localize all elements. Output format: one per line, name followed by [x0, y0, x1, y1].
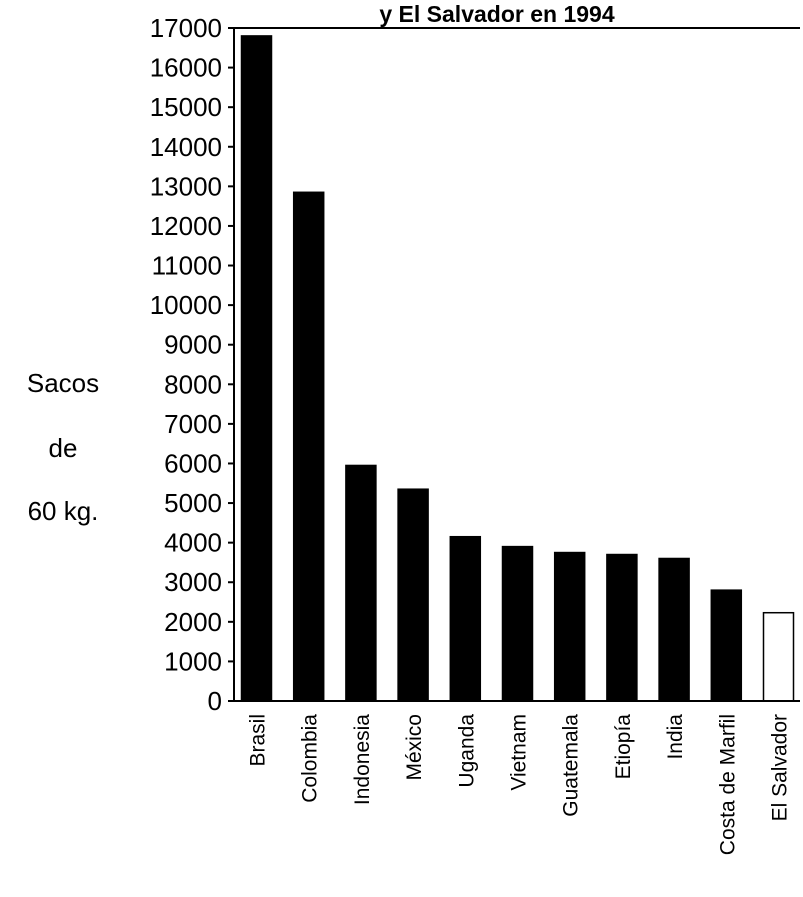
bar-etiopía [606, 553, 638, 702]
bar-costa-de-marfil [710, 589, 743, 702]
y-tick-label: 8000 [164, 369, 222, 399]
x-axis-categories: Brasil Colombia Indonesia México Uganda Vietn… [247, 714, 792, 856]
x-category-label: Guatemala [560, 714, 583, 817]
x-category-label: Brasil [247, 714, 270, 767]
bar-indonesia [345, 464, 377, 702]
x-category-label: Costa de Marfil [716, 714, 739, 855]
x-category-label: El Salvador [769, 714, 792, 821]
y-tick-label: 7000 [164, 409, 222, 439]
bar-colombia [292, 191, 325, 702]
y-tick-label: 10000 [150, 290, 222, 320]
y-axis-label-line: de [49, 433, 78, 463]
axes [233, 27, 800, 702]
bar-uganda [449, 535, 482, 702]
x-category-label: Indonesia [351, 714, 374, 805]
y-tick-label: 17000 [150, 13, 222, 43]
x-category-label: Etiopía [612, 714, 635, 780]
bar-brasil [240, 35, 273, 702]
y-tick-label: 0 [208, 686, 222, 716]
y-tick-label: 14000 [150, 132, 222, 162]
y-axis-label-line: Sacos [27, 368, 99, 398]
y-tick-label: 9000 [164, 330, 222, 360]
x-category-label: Colombia [299, 714, 322, 803]
y-tick-label: 1000 [164, 646, 222, 676]
x-category-label: México [403, 714, 426, 781]
y-axis-label-line: 60 kg. [28, 496, 99, 526]
y-tick-label: 3000 [164, 567, 222, 597]
bar-méxico [397, 488, 429, 702]
bar-el-salvador [762, 611, 795, 702]
y-tick-label: 6000 [164, 448, 222, 478]
y-tick-label: 16000 [150, 53, 222, 83]
y-tick-label: 12000 [150, 211, 222, 241]
bar-vietnam [501, 545, 534, 702]
y-tick-label: 11000 [152, 251, 222, 281]
x-category-label: India [664, 714, 687, 760]
y-tick-label: 15000 [150, 92, 222, 122]
y-tick-label: 2000 [164, 607, 222, 637]
chart-title: y El Salvador en 1994 [379, 1, 614, 27]
bar-guatemala [553, 551, 586, 702]
y-axis-ticks: 0 1000 2000 3000 4000 5000 6000 7000 8000 9000 100… [150, 13, 234, 716]
y-tick-label: 13000 [150, 171, 222, 201]
y-tick-label: 4000 [164, 528, 222, 558]
x-category-label: Uganda [455, 714, 478, 788]
x-category-label: Vietnam [508, 714, 531, 791]
y-tick-label: 5000 [164, 488, 222, 518]
bar-india [658, 557, 690, 702]
y-axis-label: Sacos de 60 kg. [27, 368, 99, 526]
bars [240, 35, 795, 702]
